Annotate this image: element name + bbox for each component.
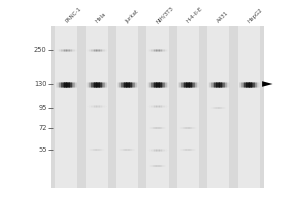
Text: 130: 130 [34,81,46,87]
Bar [55,26,77,188]
Text: 95: 95 [38,105,46,111]
Text: A431: A431 [216,10,230,24]
Bar [146,26,169,188]
Bar [116,26,138,188]
Text: Jurkat: Jurkat [125,9,140,24]
Text: 250: 250 [34,47,46,53]
Bar [85,26,108,188]
Bar [51,26,264,188]
Bar [238,26,260,188]
Text: 55: 55 [38,147,46,153]
Text: PANC-1: PANC-1 [64,6,82,24]
Text: 72: 72 [38,125,46,131]
Polygon shape [262,81,273,87]
Bar [177,26,199,188]
Text: H-4-II-E: H-4-II-E [186,6,204,24]
Text: Hela: Hela [94,12,107,24]
Text: HepG2: HepG2 [247,7,263,24]
Text: NIH/3T3: NIH/3T3 [155,5,175,24]
Bar [207,26,230,188]
